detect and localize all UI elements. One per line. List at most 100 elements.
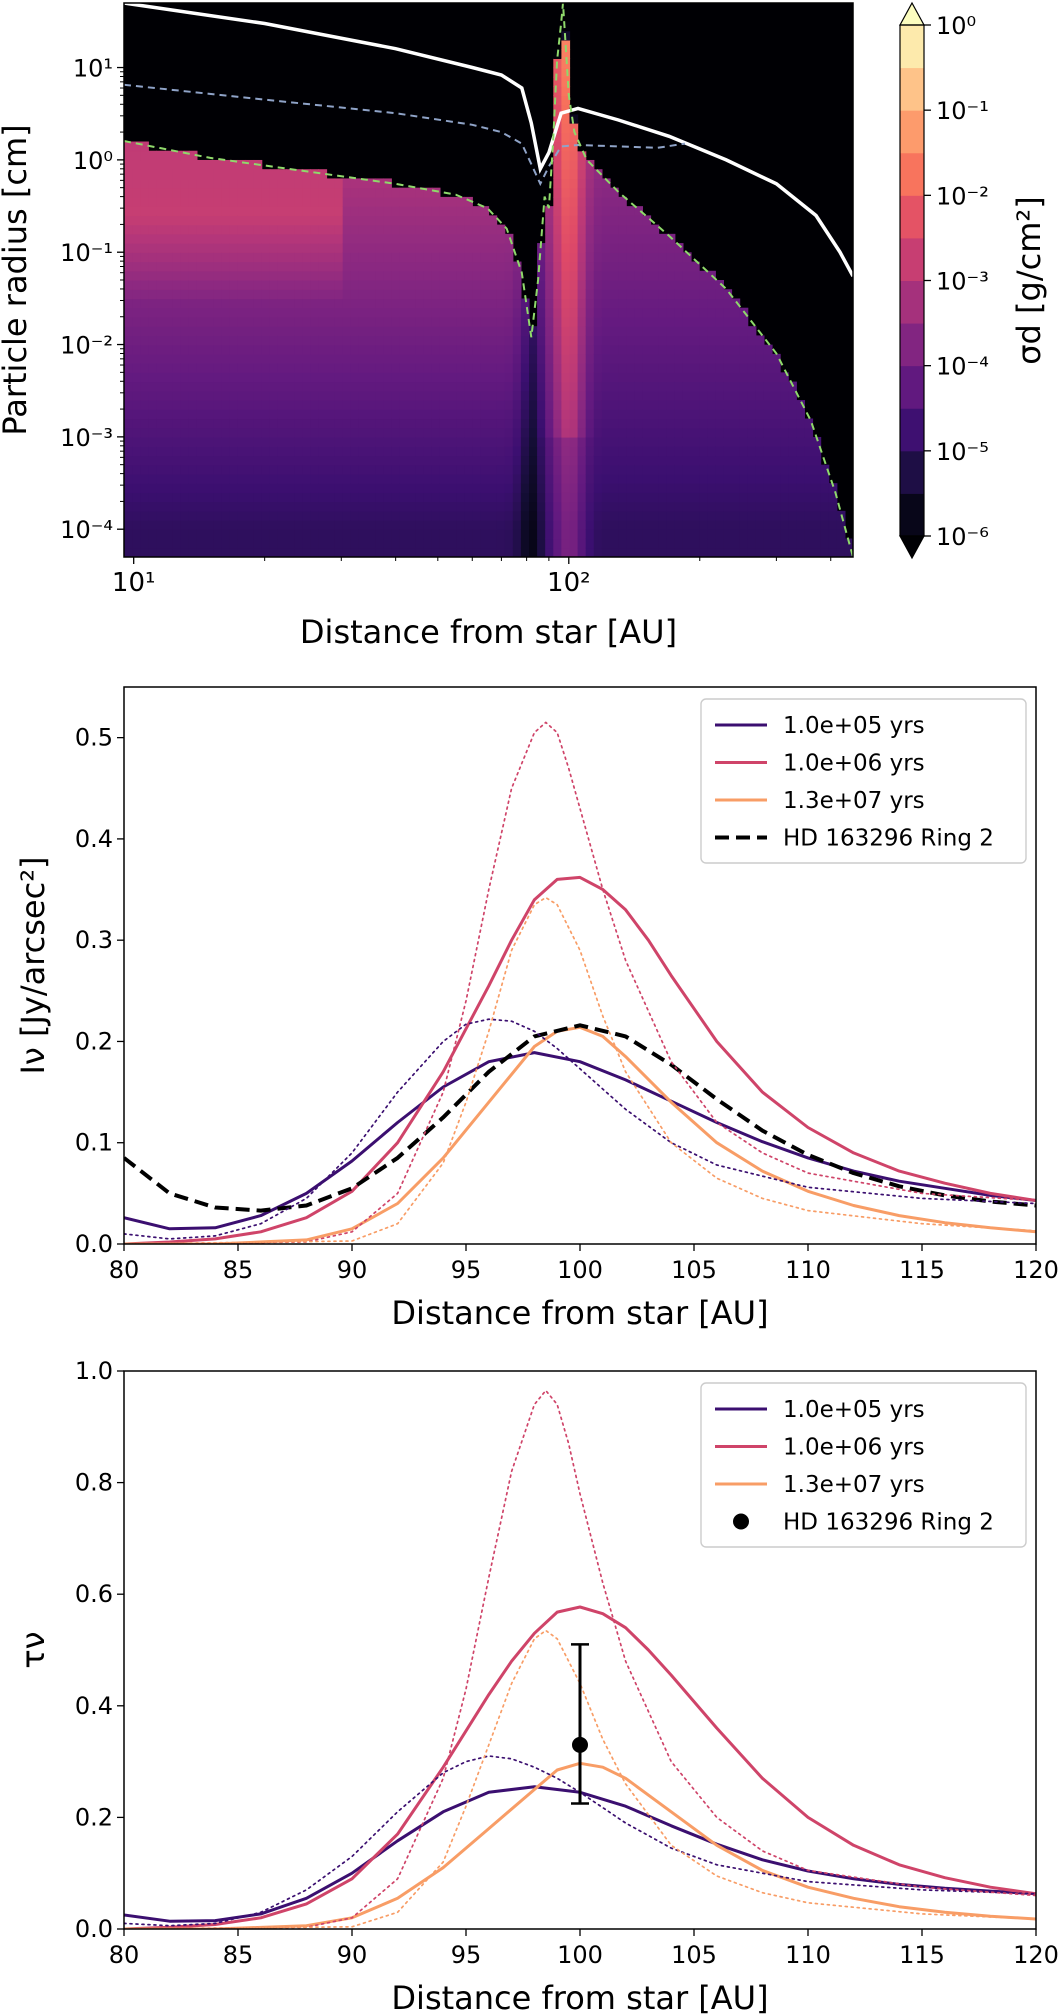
heatmap-cell (626, 280, 635, 290)
heatmap-cell (302, 280, 311, 290)
heatmap-cell (755, 501, 765, 512)
heatmap-cell (691, 436, 700, 447)
heatmap-cell (739, 390, 749, 401)
heatmap-cell (545, 400, 554, 410)
heatmap-cell (448, 196, 457, 207)
heatmap-cell (302, 289, 311, 300)
heatmap-cell (618, 446, 627, 457)
heatmap-cell (221, 206, 230, 216)
heatmap-cell (148, 501, 157, 512)
heatmap-cell (350, 400, 360, 410)
heatmap-cell (464, 464, 473, 475)
heatmap-cell (577, 298, 587, 309)
heatmap-cell (180, 418, 190, 429)
heatmap-cell (188, 492, 198, 503)
heatmap-cell (318, 547, 328, 557)
heatmap-cell (156, 252, 166, 263)
heatmap-cell (739, 529, 749, 540)
heatmap-cell (318, 344, 328, 355)
heatmap-cell (180, 270, 190, 281)
heatmap-cell (561, 372, 571, 383)
heatmap-cell (367, 307, 376, 318)
heatmap-cell (245, 390, 255, 401)
heatmap-cell (650, 307, 660, 318)
heatmap-cell (448, 353, 457, 364)
heatmap-cell (561, 252, 571, 263)
heatmap-cell (294, 529, 303, 540)
heatmap-cell (488, 224, 498, 235)
heatmap-cell (213, 224, 222, 235)
heatmap-cell (780, 529, 789, 540)
heatmap-cell (496, 243, 506, 253)
heatmap-cell (577, 409, 587, 420)
heatmap-cell (124, 261, 133, 272)
heatmap-cell (302, 187, 311, 198)
heatmap-cell (431, 483, 441, 493)
heatmap-cell (172, 289, 182, 300)
heatmap-cell (561, 178, 571, 189)
heatmap-cell (553, 233, 562, 244)
heatmap-cell (650, 224, 660, 235)
heatmap-cell (269, 547, 279, 557)
heatmap-cell (456, 427, 465, 438)
heatmap-cell (342, 289, 352, 300)
heatmap-cell (553, 529, 562, 540)
heatmap-cell (448, 270, 457, 281)
heatmap-cell (610, 538, 619, 549)
heatmap-cell (180, 538, 190, 549)
heatmap-cell (188, 289, 198, 300)
series-line (124, 1761, 1036, 1929)
heatmap-cell (164, 252, 174, 263)
heatmap-cell (739, 492, 749, 503)
heatmap-cell (634, 390, 643, 401)
heatmap-cell (245, 215, 255, 226)
heatmap-cell (269, 409, 279, 420)
heatmap-cell (537, 436, 546, 447)
heatmap-cell (367, 196, 376, 207)
heatmap-cell (472, 298, 481, 309)
heatmap-cell (439, 243, 449, 253)
heatmap-cell (253, 427, 263, 438)
heatmap-cell (448, 261, 457, 272)
heatmap-cell (148, 316, 157, 327)
heatmap-cell (699, 307, 708, 318)
heatmap-cell (593, 501, 603, 512)
heatmap-cell (593, 261, 603, 272)
heatmap-cell (577, 483, 587, 493)
heatmap-cell (294, 196, 303, 207)
heatmap-cell (180, 206, 190, 216)
heatmap-cell (415, 510, 425, 521)
heatmap-cell (529, 400, 538, 410)
heatmap-cell (318, 252, 328, 263)
heatmap-cell (682, 492, 692, 503)
heatmap-cell (156, 538, 166, 549)
heatmap-cell (253, 169, 263, 180)
heatmap-cell (658, 409, 668, 420)
heatmap-cell (124, 492, 133, 503)
heatmap-cell (585, 390, 595, 401)
heatmap-cell (221, 326, 230, 336)
heatmap-cell (180, 363, 190, 373)
heatmap-cell (269, 538, 279, 549)
heatmap-cell (650, 455, 660, 466)
heatmap-cell (456, 289, 465, 300)
heatmap-cell (342, 464, 352, 475)
heatmap-cell (691, 455, 700, 466)
heatmap-cell (277, 483, 287, 493)
heatmap-cell (310, 520, 319, 530)
heatmap-cell (269, 280, 279, 290)
heatmap-cell (537, 326, 546, 336)
heatmap-cell (772, 436, 781, 447)
heatmap-cell (358, 538, 368, 549)
heatmap-cell (399, 326, 409, 336)
heatmap-cell (375, 363, 384, 373)
heatmap-cell (626, 270, 635, 281)
x-tick-label: 95 (451, 1256, 482, 1284)
heatmap-cell (342, 335, 352, 346)
heatmap-cell (691, 464, 700, 475)
heatmap-cell (431, 270, 441, 281)
heatmap-cell (439, 316, 449, 327)
heatmap-cell (456, 538, 465, 549)
heatmap-cell (755, 400, 765, 410)
colorbar-band (900, 450, 924, 494)
